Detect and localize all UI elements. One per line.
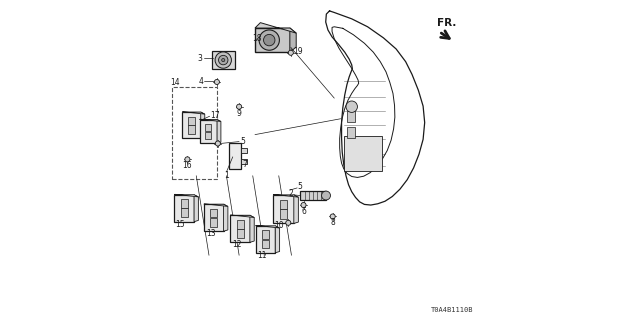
Bar (273, 195, 294, 223)
Bar (180, 199, 188, 208)
Text: 7: 7 (243, 160, 247, 169)
Polygon shape (230, 215, 254, 218)
Text: 16: 16 (182, 161, 192, 170)
Polygon shape (255, 23, 296, 33)
Text: 8: 8 (330, 218, 335, 227)
Circle shape (346, 101, 357, 112)
Polygon shape (194, 195, 198, 222)
Bar (255, 226, 275, 253)
Polygon shape (273, 195, 298, 197)
Circle shape (321, 191, 330, 200)
Bar (344, 136, 383, 171)
Polygon shape (217, 120, 221, 143)
Bar (280, 210, 287, 219)
Text: 11: 11 (257, 251, 267, 260)
Circle shape (259, 30, 280, 50)
Bar (174, 195, 194, 222)
Bar (237, 220, 243, 228)
Bar (173, 87, 217, 179)
Text: 19: 19 (293, 47, 303, 56)
Circle shape (285, 220, 291, 225)
Polygon shape (255, 225, 280, 228)
Bar (180, 209, 188, 217)
Bar (205, 132, 211, 139)
Bar (182, 112, 201, 138)
Bar (347, 111, 355, 122)
Circle shape (330, 214, 335, 219)
Circle shape (218, 55, 228, 65)
Circle shape (215, 52, 232, 68)
Circle shape (301, 203, 306, 208)
Bar (237, 229, 243, 238)
Polygon shape (294, 195, 298, 223)
Bar (230, 215, 250, 242)
Text: FR.: FR. (437, 18, 457, 28)
Circle shape (214, 79, 220, 84)
Text: 6: 6 (301, 207, 306, 216)
Bar (204, 204, 223, 231)
Polygon shape (182, 112, 205, 114)
Circle shape (264, 34, 275, 46)
Bar (229, 143, 241, 169)
Polygon shape (200, 119, 221, 122)
Text: 13: 13 (205, 229, 216, 238)
Text: 3: 3 (198, 54, 203, 63)
Polygon shape (174, 194, 198, 197)
Polygon shape (204, 204, 228, 206)
Circle shape (221, 59, 225, 62)
Bar (262, 230, 269, 239)
Bar (347, 127, 355, 139)
Text: 5: 5 (298, 182, 303, 191)
Circle shape (215, 141, 220, 146)
Text: 17: 17 (211, 111, 220, 120)
Bar (241, 159, 247, 164)
Text: 14: 14 (170, 78, 180, 87)
Bar (211, 209, 217, 218)
Bar (262, 240, 269, 248)
Bar (200, 120, 217, 143)
Text: 4: 4 (199, 77, 204, 86)
Polygon shape (275, 226, 280, 253)
Bar (255, 28, 290, 52)
Bar (300, 191, 326, 200)
Bar (212, 51, 235, 69)
Polygon shape (223, 204, 228, 231)
Bar (188, 125, 195, 134)
Text: T0A4B1110B: T0A4B1110B (431, 307, 474, 313)
Bar (241, 148, 247, 153)
Text: 5: 5 (240, 137, 245, 146)
Circle shape (288, 50, 293, 55)
Text: 9: 9 (237, 108, 241, 117)
Bar (188, 116, 195, 125)
Polygon shape (250, 215, 254, 242)
Text: 12: 12 (232, 240, 242, 249)
Circle shape (185, 157, 190, 162)
Polygon shape (201, 112, 205, 138)
Polygon shape (290, 28, 296, 52)
Bar (211, 218, 217, 227)
Bar (280, 200, 287, 209)
Text: 10: 10 (274, 220, 284, 229)
Text: 18: 18 (252, 34, 261, 43)
Text: 2: 2 (288, 189, 293, 198)
Text: 15: 15 (175, 220, 184, 228)
Text: 1: 1 (224, 171, 228, 180)
Circle shape (237, 104, 242, 109)
Bar (205, 124, 211, 131)
